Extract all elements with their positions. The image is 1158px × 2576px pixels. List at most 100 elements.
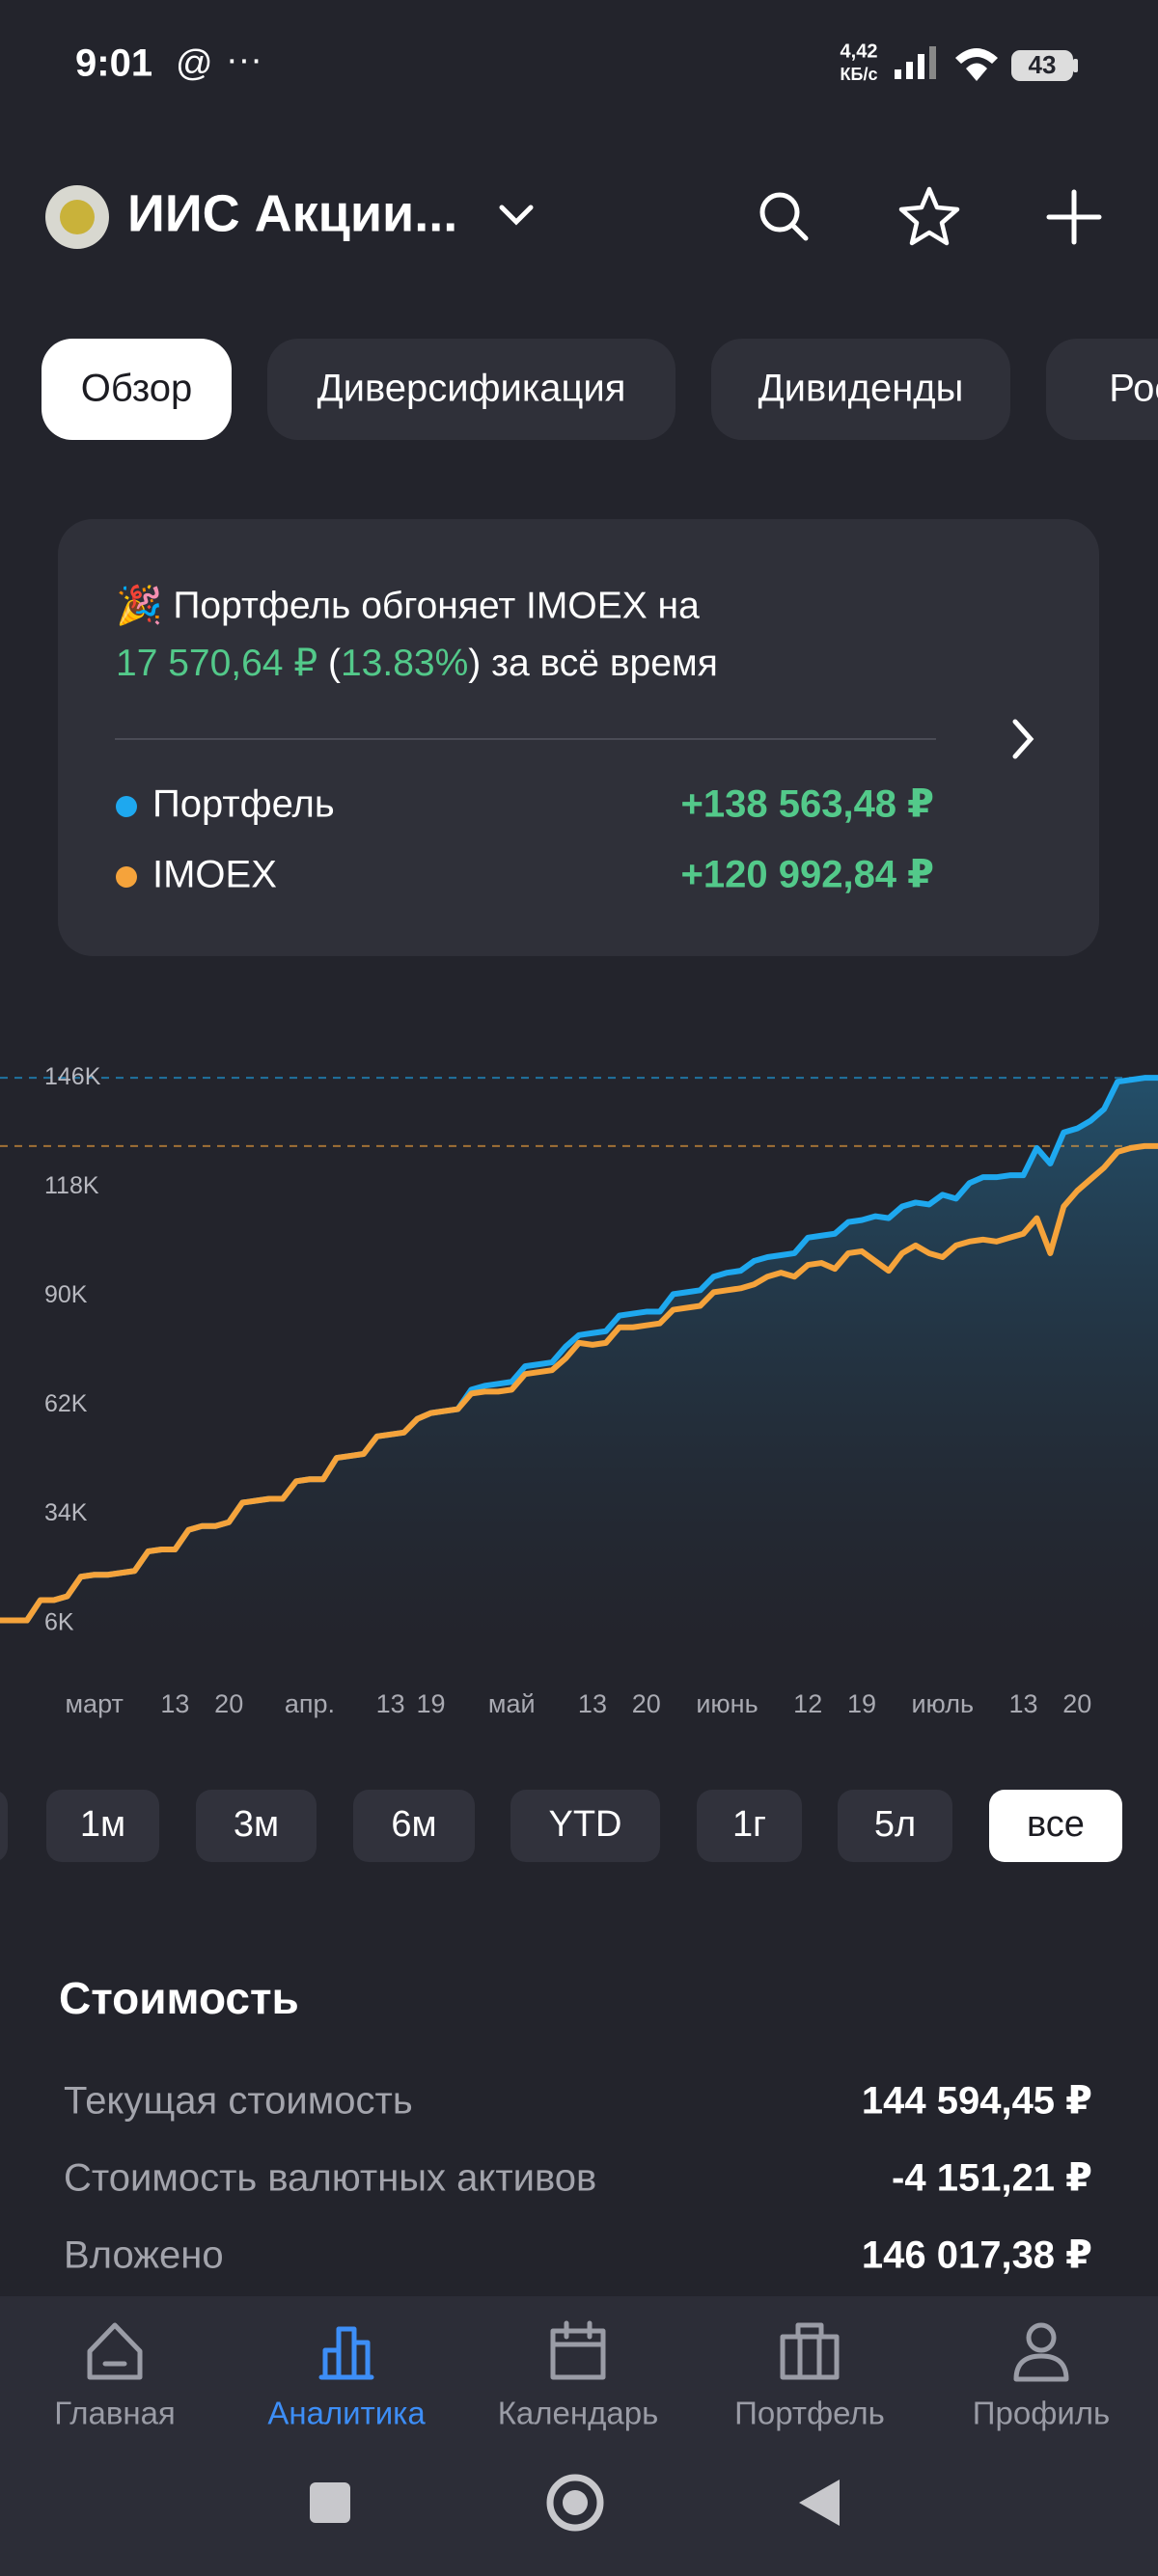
y-tick-label: 146K xyxy=(44,1063,101,1090)
recents-button[interactable] xyxy=(310,2482,350,2523)
row-value: 146 017,38 ₽ xyxy=(862,2234,1092,2277)
battery xyxy=(1011,50,1073,81)
time: 9:01 xyxy=(75,42,152,85)
legend-total: +120 992,84 ₽ xyxy=(681,854,935,896)
row-label: Текущая стоимость xyxy=(64,2080,413,2123)
x-tick-label: 12 xyxy=(793,1689,822,1718)
search-icon[interactable] xyxy=(759,192,809,241)
tab-label: Обзор xyxy=(81,368,193,410)
x-tick-label: март xyxy=(65,1689,123,1718)
legend-name: Портфель xyxy=(152,783,335,826)
x-tick-label: июль xyxy=(911,1689,974,1718)
summary-line: 🎉 Портфель обгоняет IMOEX на xyxy=(116,583,700,627)
outperform-percent: 13.83% xyxy=(341,643,468,684)
paren: ) xyxy=(468,643,481,684)
tab-label: Диверсификация xyxy=(317,368,626,410)
x-tick-label: 20 xyxy=(1062,1689,1091,1718)
signal-icon xyxy=(895,46,936,79)
status-icon: @ xyxy=(176,43,213,84)
home-button[interactable] xyxy=(546,2474,604,2532)
tab-label: Рост xyxy=(1109,368,1158,410)
period-button[interactable] xyxy=(989,1790,1122,1862)
tab[interactable] xyxy=(267,339,676,440)
period-label: 1г xyxy=(732,1804,766,1845)
nav-icon[interactable] xyxy=(1013,2322,1069,2382)
period-button[interactable] xyxy=(46,1790,159,1862)
period-label: YTD xyxy=(549,1804,622,1845)
tab[interactable] xyxy=(1046,339,1158,440)
net-unit: КБ/с xyxy=(841,65,878,84)
account-name[interactable]: ИИС Акции... xyxy=(127,184,457,242)
tab[interactable] xyxy=(41,339,232,440)
row-label: Вложено xyxy=(64,2234,224,2277)
legend-name: IMOEX xyxy=(152,854,277,896)
period-button[interactable] xyxy=(353,1790,475,1862)
x-tick-label: 13 xyxy=(160,1689,189,1718)
y-tick-label: 6K xyxy=(44,1608,74,1635)
period-button[interactable] xyxy=(196,1790,317,1862)
favorite-icon[interactable] xyxy=(898,186,960,246)
series-line xyxy=(0,1142,1158,1624)
summary-line: 17 570,64 ₽ (13.83%) за всё время xyxy=(116,643,718,684)
nav-icon[interactable] xyxy=(550,2320,606,2380)
legend-total: +138 563,48 ₽ xyxy=(681,783,935,826)
row-value: -4 151,21 ₽ xyxy=(892,2157,1092,2200)
period-button[interactable] xyxy=(510,1790,660,1862)
x-tick-label: 19 xyxy=(847,1689,876,1718)
battery-tip xyxy=(1073,59,1078,72)
x-tick-label: июнь xyxy=(696,1689,758,1718)
nav-label[interactable]: Календарь xyxy=(498,2396,659,2431)
nav-label[interactable]: Портфель xyxy=(734,2396,885,2431)
period-button[interactable] xyxy=(838,1790,952,1862)
period-label: 3м xyxy=(234,1804,279,1845)
tab-label: Дивиденды xyxy=(758,368,964,410)
nav-icon[interactable] xyxy=(318,2326,374,2380)
y-tick-label: 34K xyxy=(44,1499,88,1526)
legend-dot xyxy=(116,796,137,817)
outperform-amount: 17 570,64 ₽ xyxy=(116,643,317,684)
x-tick-label: 13 xyxy=(1008,1689,1037,1718)
logo-inner xyxy=(60,200,95,234)
section-title: Стоимость xyxy=(59,1973,299,2023)
summary-card[interactable] xyxy=(58,519,1099,956)
x-tick-label: 19 xyxy=(416,1689,445,1718)
period-button[interactable] xyxy=(0,1790,8,1862)
y-tick-label: 118K xyxy=(44,1172,99,1199)
nav-icon[interactable] xyxy=(87,2322,143,2380)
dropdown-chevron[interactable] xyxy=(499,205,534,226)
period-label: 5л xyxy=(874,1804,916,1845)
nav-label[interactable]: Главная xyxy=(54,2396,176,2431)
tab[interactable] xyxy=(711,339,1010,440)
period-button[interactable] xyxy=(697,1790,802,1862)
bottom-bar xyxy=(0,2296,1158,2576)
status-icon: ··· xyxy=(226,40,262,80)
x-tick-label: 20 xyxy=(632,1689,661,1718)
x-tick-label: 13 xyxy=(578,1689,607,1718)
battery-level: 43 xyxy=(1029,50,1057,79)
x-tick-label: 20 xyxy=(214,1689,243,1718)
back-button[interactable] xyxy=(799,2480,840,2526)
add-icon[interactable] xyxy=(1046,189,1102,245)
summary-suffix: за всё время xyxy=(481,643,718,684)
period-label: 6м xyxy=(391,1804,436,1845)
nav-icon[interactable] xyxy=(780,2322,840,2380)
nav-label[interactable]: Аналитика xyxy=(267,2396,426,2431)
period-label: все xyxy=(1027,1804,1085,1845)
x-tick-label: 13 xyxy=(376,1689,405,1718)
period-label: 1м xyxy=(80,1804,125,1845)
x-tick-label: май xyxy=(488,1689,536,1718)
y-tick-label: 90K xyxy=(44,1281,88,1308)
card-chevron[interactable] xyxy=(1012,719,1034,759)
row-value: 144 594,45 ₽ xyxy=(862,2080,1092,2123)
home-button-dot xyxy=(563,2490,588,2515)
y-tick-label: 62K xyxy=(44,1390,88,1417)
net-speed: 4,42 xyxy=(841,41,878,62)
wifi-icon xyxy=(955,48,998,81)
paren: ( xyxy=(317,643,341,684)
legend-dot xyxy=(116,866,137,888)
nav-label[interactable]: Профиль xyxy=(973,2396,1110,2431)
x-tick-label: апр. xyxy=(285,1689,335,1718)
row-label: Стоимость валютных активов xyxy=(64,2157,596,2200)
